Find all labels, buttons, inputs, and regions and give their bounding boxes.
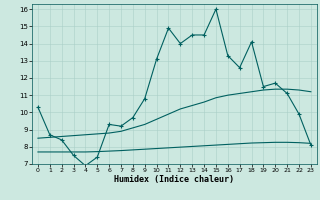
X-axis label: Humidex (Indice chaleur): Humidex (Indice chaleur) — [115, 175, 234, 184]
